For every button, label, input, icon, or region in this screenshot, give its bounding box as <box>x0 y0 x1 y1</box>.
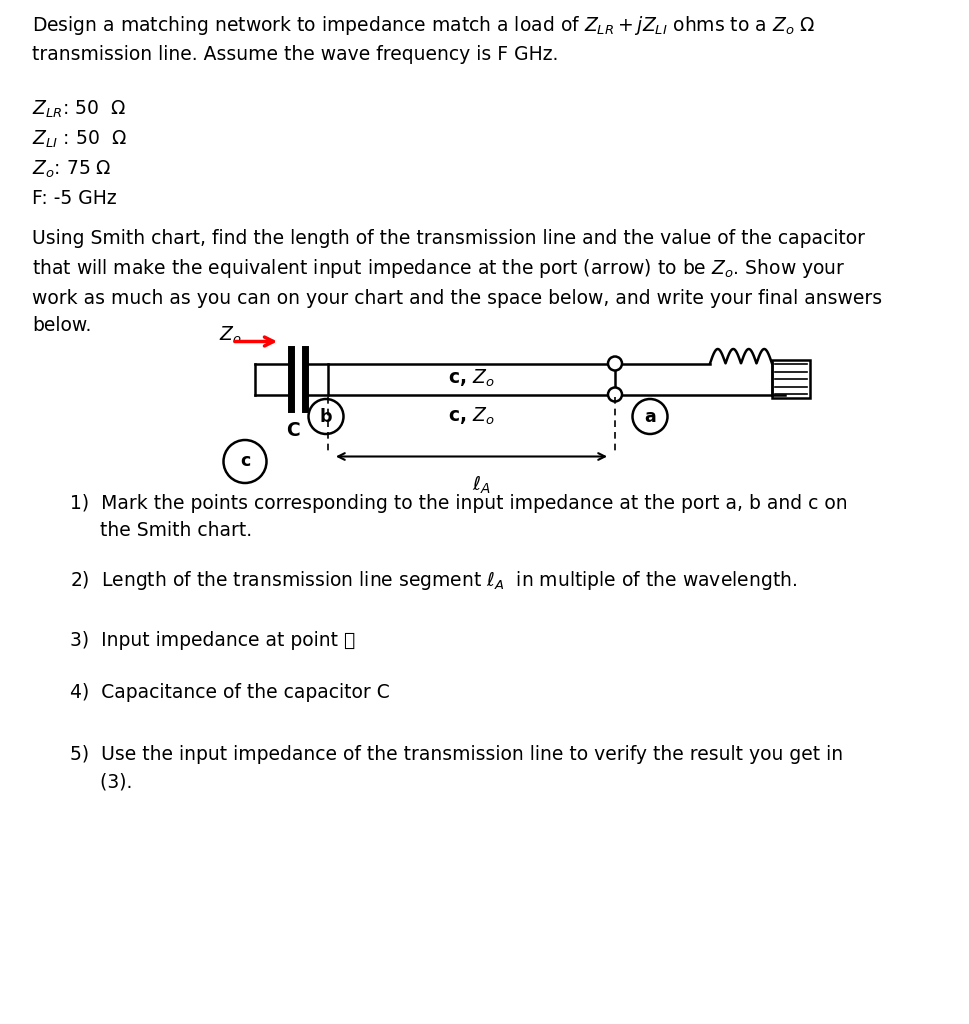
Text: 1)  Mark the points corresponding to the input impedance at the port a, b and c : 1) Mark the points corresponding to the … <box>70 494 848 541</box>
Text: c: c <box>240 453 250 470</box>
Text: $\ell_A$: $\ell_A$ <box>472 473 491 496</box>
Text: $Z_o$: $Z_o$ <box>219 325 241 345</box>
Text: Design a matching network to impedance match a load of $Z_{LR} + jZ_{LI}$ ohms t: Design a matching network to impedance m… <box>32 14 815 65</box>
Text: c, $Z_o$: c, $Z_o$ <box>448 406 495 427</box>
Text: $Z_{LR}$: 50  Ω: $Z_{LR}$: 50 Ω <box>32 99 126 120</box>
Text: 3)  Input impedance at point Ⓑ: 3) Input impedance at point Ⓑ <box>70 631 356 650</box>
Bar <box>772 360 810 398</box>
Circle shape <box>308 399 343 434</box>
Circle shape <box>608 387 622 401</box>
Circle shape <box>633 399 668 434</box>
Text: $Z_{LI}$ : 50  Ω: $Z_{LI}$ : 50 Ω <box>32 129 127 151</box>
Text: 4)  Capacitance of the capacitor C: 4) Capacitance of the capacitor C <box>70 683 390 702</box>
Text: b: b <box>320 408 332 426</box>
Text: C: C <box>286 421 299 440</box>
Circle shape <box>224 440 266 483</box>
Text: F: -5 GHz: F: -5 GHz <box>32 189 116 208</box>
Text: Using Smith chart, find the length of the transmission line and the value of the: Using Smith chart, find the length of th… <box>32 229 882 335</box>
Text: $Z_o$: 75 Ω: $Z_o$: 75 Ω <box>32 159 111 180</box>
Text: 2)  Length of the transmission line segment $\ell_A$  in multiple of the wavelen: 2) Length of the transmission line segme… <box>70 569 797 592</box>
Text: 5)  Use the input impedance of the transmission line to verify the result you ge: 5) Use the input impedance of the transm… <box>70 745 843 792</box>
Text: c, $Z_o$: c, $Z_o$ <box>448 368 495 389</box>
Circle shape <box>608 356 622 371</box>
Text: a: a <box>644 408 656 426</box>
Bar <box>328 364 615 394</box>
